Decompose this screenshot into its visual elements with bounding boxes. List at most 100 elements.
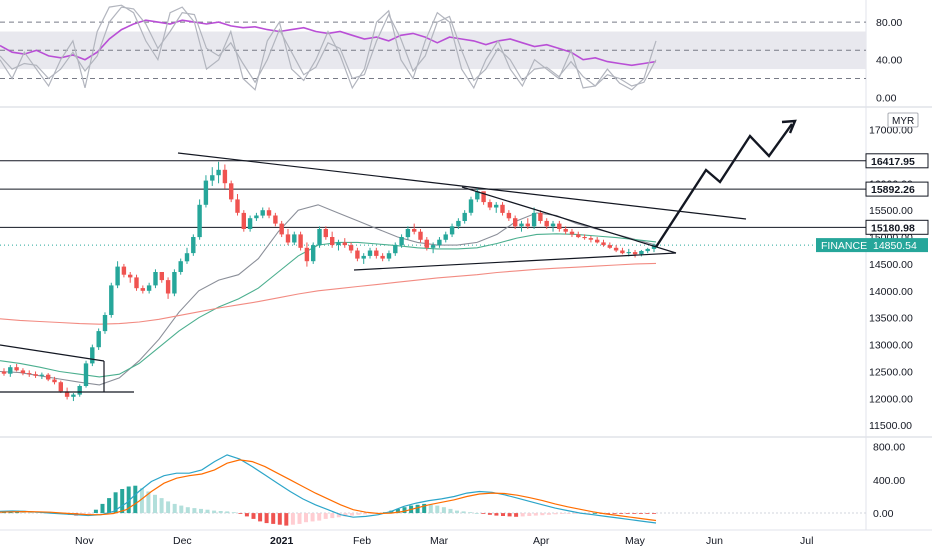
macd-hist-bar bbox=[238, 513, 243, 514]
macd-hist-bar bbox=[179, 505, 184, 514]
candle bbox=[134, 274, 139, 291]
candle bbox=[449, 223, 455, 238]
candle bbox=[1, 368, 7, 376]
moving-average-ma200 bbox=[0, 262, 657, 325]
price-tick-label: 14500.00 bbox=[869, 259, 913, 271]
candle bbox=[601, 239, 606, 247]
candle bbox=[500, 202, 505, 216]
candle-body bbox=[380, 255, 385, 259]
macd-pane[interactable] bbox=[0, 454, 866, 526]
candle bbox=[266, 207, 272, 219]
candle-body bbox=[184, 253, 190, 262]
macd-hist-bar bbox=[284, 513, 289, 526]
candle-body bbox=[96, 331, 101, 348]
candle bbox=[8, 365, 13, 377]
candle-body bbox=[247, 218, 253, 229]
candle bbox=[33, 371, 38, 378]
candle-body bbox=[90, 347, 95, 364]
candle bbox=[544, 218, 549, 229]
macd-hist-bar bbox=[441, 507, 446, 513]
candle-body bbox=[613, 247, 619, 251]
time-axis-label: Dec bbox=[173, 535, 192, 547]
price-tick-label: 15500.00 bbox=[869, 205, 913, 217]
candle-body bbox=[449, 226, 455, 235]
candle bbox=[550, 220, 556, 232]
macd-hist-bar bbox=[113, 492, 118, 514]
candle bbox=[582, 234, 587, 240]
candle-body bbox=[645, 248, 650, 252]
macd-pane-bg bbox=[0, 438, 866, 530]
candle bbox=[355, 247, 360, 262]
candle-body bbox=[462, 212, 467, 221]
macd-hist-bar bbox=[159, 498, 164, 513]
candle-body bbox=[317, 229, 322, 246]
candle bbox=[292, 231, 297, 246]
candle-body bbox=[538, 212, 543, 221]
candle-body bbox=[1, 371, 7, 374]
stoch-rsi-pane[interactable] bbox=[0, 4, 866, 91]
macd-hist-bar bbox=[356, 513, 361, 515]
candle bbox=[569, 228, 575, 238]
level-tag-box bbox=[865, 219, 929, 235]
candle bbox=[58, 380, 63, 393]
candle-body bbox=[525, 223, 530, 227]
time-axis[interactable]: Nov Dec 2021 Feb Mar Apr May Jun Jul bbox=[75, 535, 813, 547]
price-tick-label: 13500.00 bbox=[869, 313, 913, 325]
candle-body bbox=[33, 374, 38, 376]
candle-body bbox=[330, 237, 335, 246]
candle-body bbox=[140, 288, 145, 291]
candle bbox=[330, 231, 335, 248]
candle-body bbox=[304, 247, 310, 262]
candle bbox=[405, 226, 411, 240]
level-tag-box bbox=[865, 153, 929, 169]
time-axis-label: Nov bbox=[75, 535, 94, 547]
macd-hist-bar bbox=[277, 513, 282, 525]
candle bbox=[607, 242, 612, 249]
candle-body bbox=[323, 229, 328, 238]
candle-body bbox=[481, 191, 486, 203]
candle bbox=[494, 202, 499, 213]
macd-hist-bar bbox=[592, 513, 597, 514]
candle bbox=[399, 234, 404, 248]
candle-body bbox=[222, 169, 228, 184]
macd-tick-label: 800.00 bbox=[873, 442, 905, 454]
candle-body bbox=[342, 242, 347, 246]
candle-body bbox=[386, 253, 392, 259]
stoch-tick-label: 0.00 bbox=[876, 92, 897, 104]
macd-hist-bar bbox=[527, 513, 532, 516]
candle bbox=[361, 253, 366, 264]
price-scale[interactable]: 80.0040.000.0017000.0016000.0015500.0015… bbox=[816, 17, 929, 520]
candle bbox=[481, 191, 486, 205]
candle-body bbox=[128, 274, 133, 278]
stoch-tick-label: 80.00 bbox=[876, 17, 902, 29]
level-tag-label: 15892.26 bbox=[871, 184, 915, 196]
macd-hist-bar bbox=[100, 503, 105, 513]
candle bbox=[27, 370, 32, 377]
time-axis-label: 2021 bbox=[270, 535, 294, 547]
macd-hist-bar bbox=[652, 513, 656, 514]
macd-hist-bar bbox=[133, 485, 138, 514]
candle bbox=[260, 207, 265, 219]
candle-body bbox=[273, 215, 278, 224]
price-pane[interactable] bbox=[0, 119, 866, 402]
candle-body bbox=[102, 315, 108, 332]
candle bbox=[412, 223, 417, 235]
candle-body bbox=[494, 204, 499, 208]
candle-body bbox=[178, 261, 183, 272]
candle-body bbox=[298, 234, 303, 248]
candle-body bbox=[437, 239, 442, 246]
candle-body bbox=[393, 245, 398, 254]
macd-hist-bar bbox=[336, 513, 341, 518]
unit-badge bbox=[887, 112, 919, 128]
candle bbox=[513, 215, 518, 229]
macd-hist-bar bbox=[586, 513, 591, 514]
candle-body bbox=[506, 212, 512, 219]
macd-hist-bar bbox=[205, 509, 210, 513]
candle bbox=[184, 247, 190, 264]
candle-body bbox=[172, 272, 177, 294]
candle bbox=[620, 247, 625, 255]
candle-body bbox=[550, 223, 556, 227]
macd-hist-bar bbox=[212, 510, 217, 514]
candle bbox=[178, 258, 183, 275]
candle bbox=[172, 269, 177, 297]
